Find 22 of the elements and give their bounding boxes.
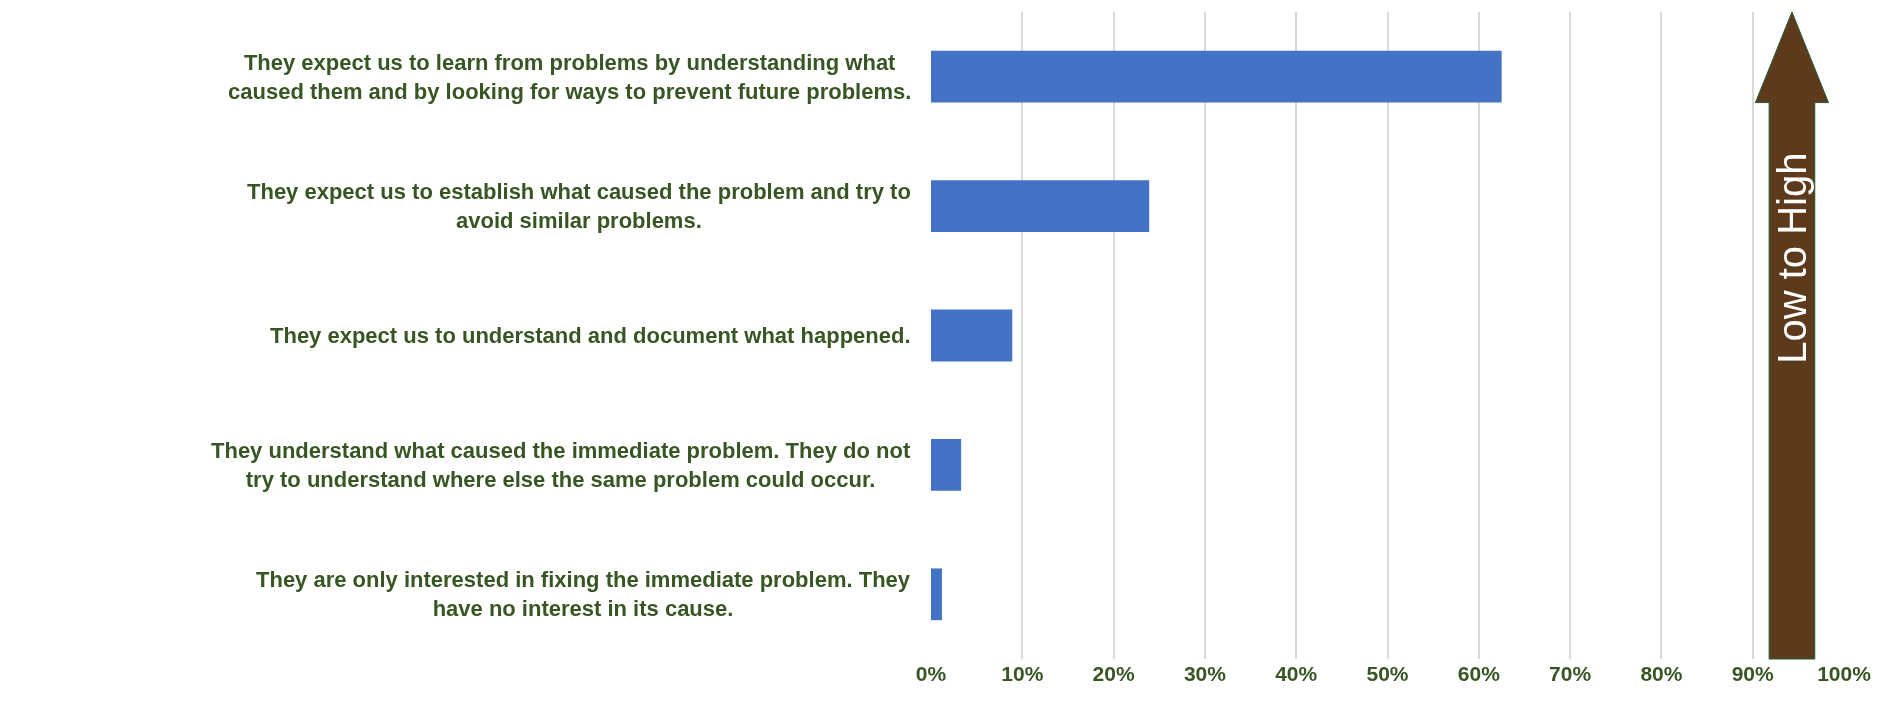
bar [931, 309, 1013, 362]
bar [931, 439, 962, 491]
x-tick-label: 70% [1549, 662, 1592, 685]
y-tick-label: They expect us to establish what caused the problem and try to avoid similar problems. [247, 179, 911, 233]
x-tick-label: 80% [1640, 662, 1683, 685]
x-tick-label: 0% [915, 662, 947, 685]
bar [931, 50, 1502, 103]
x-tick-label: 50% [1366, 662, 1409, 685]
x-tick-label: 90% [1731, 662, 1775, 685]
y-tick-label: They expect us to learn from problems by understanding what caused them and by looking for ways to prevent future problems. [228, 50, 912, 104]
y-tick-label: They expect us to understand and document what happened. [270, 323, 911, 348]
x-tick-label: 100% [1817, 662, 1872, 685]
x-tick-label: 60% [1457, 662, 1501, 685]
bar [931, 568, 942, 621]
x-tick-label: 30% [1183, 662, 1227, 685]
x-tick-label: 10% [1001, 662, 1044, 685]
annotation: Low to High [1770, 152, 1815, 364]
y-tick-label: They are only interested in fixing the immediate problem. They have no interest in its cause. [256, 567, 911, 621]
y-tick-label: They understand what caused the immediate problem. They do not try to understand where else the same problem could occur. [211, 438, 911, 492]
bar [931, 180, 1150, 232]
x-tick-label: 20% [1092, 662, 1135, 685]
x-tick-label: 40% [1275, 662, 1318, 685]
